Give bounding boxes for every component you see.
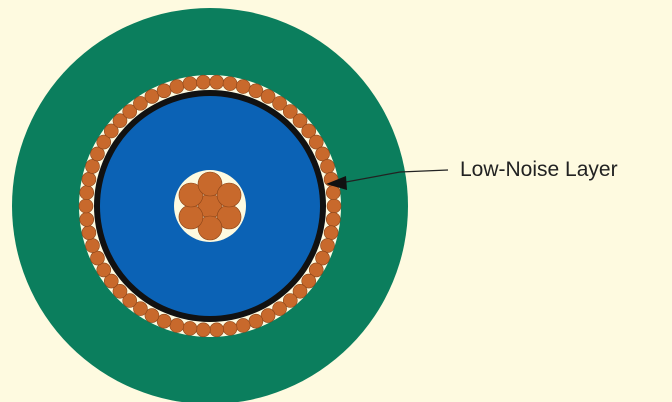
shield-strand: [282, 293, 298, 308]
shield-strand: [292, 283, 308, 299]
shield-strand: [90, 250, 105, 266]
shield-strand: [169, 318, 185, 333]
shield-strand: [156, 83, 172, 99]
shield-strand: [85, 238, 100, 253]
shield-strand: [112, 283, 128, 299]
shield-strand: [182, 321, 198, 336]
shield-strand: [133, 96, 148, 111]
callout-line: [399, 169, 449, 173]
shield-strand: [235, 79, 251, 94]
shield-strand: [133, 301, 148, 316]
shield-strand: [122, 293, 138, 308]
shield-strand: [326, 198, 342, 214]
shield-strand: [195, 74, 211, 90]
shield-strand: [272, 301, 287, 316]
shield-strand: [122, 104, 138, 119]
center-conductor: [178, 171, 242, 241]
shield-strand: [96, 262, 112, 278]
braided-shield: [78, 74, 342, 338]
shield-strand: [79, 212, 95, 227]
core-strand: [197, 171, 223, 197]
shield-strand: [301, 273, 317, 289]
shield-strand: [315, 146, 330, 162]
shield-strand: [315, 250, 330, 266]
shield-strand: [90, 146, 105, 162]
shield-strand: [235, 318, 251, 333]
callout-arrowhead: [326, 176, 347, 190]
shield-strand: [195, 322, 211, 338]
shield-strand: [112, 113, 128, 129]
shield-strand: [292, 113, 308, 129]
core-strand: [197, 215, 223, 241]
shield-strand: [144, 89, 160, 104]
callout-line: [345, 171, 401, 183]
shield-strand: [272, 96, 287, 111]
shield-strand: [182, 76, 198, 91]
shield-strand: [325, 212, 341, 227]
core-strand: [178, 204, 204, 230]
shield-strand: [308, 262, 324, 278]
shield-strand: [320, 159, 335, 174]
shield-strand: [248, 83, 264, 99]
callout-label: Low-Noise Layer: [460, 158, 618, 181]
shield-strand: [81, 172, 97, 187]
shield-strand: [85, 159, 100, 174]
shield-strand: [169, 79, 185, 94]
shield-strand: [209, 322, 225, 338]
shield-strand: [103, 273, 119, 289]
shield-strand: [156, 313, 172, 329]
shield-strand: [222, 76, 238, 91]
shield-strand: [260, 89, 276, 104]
shield-strand: [282, 104, 298, 119]
core-strand: [178, 182, 204, 208]
shield-strand: [308, 134, 324, 150]
shield-strand: [96, 134, 112, 150]
callout-pointer: [326, 169, 449, 190]
shield-strand: [325, 185, 341, 200]
shield-strand: [222, 321, 238, 336]
shield-strand: [260, 308, 276, 323]
shield-strand: [248, 313, 264, 329]
core-strand: [216, 182, 242, 208]
shield-strand: [323, 225, 339, 240]
shield-strand: [81, 225, 97, 240]
shield-strand: [103, 123, 119, 139]
shield-strand: [209, 74, 225, 90]
shield-strand: [144, 308, 160, 323]
shield-strand: [301, 123, 317, 139]
shield-strand: [320, 238, 335, 253]
shield-strand: [78, 198, 94, 214]
shield-strand: [79, 185, 95, 200]
